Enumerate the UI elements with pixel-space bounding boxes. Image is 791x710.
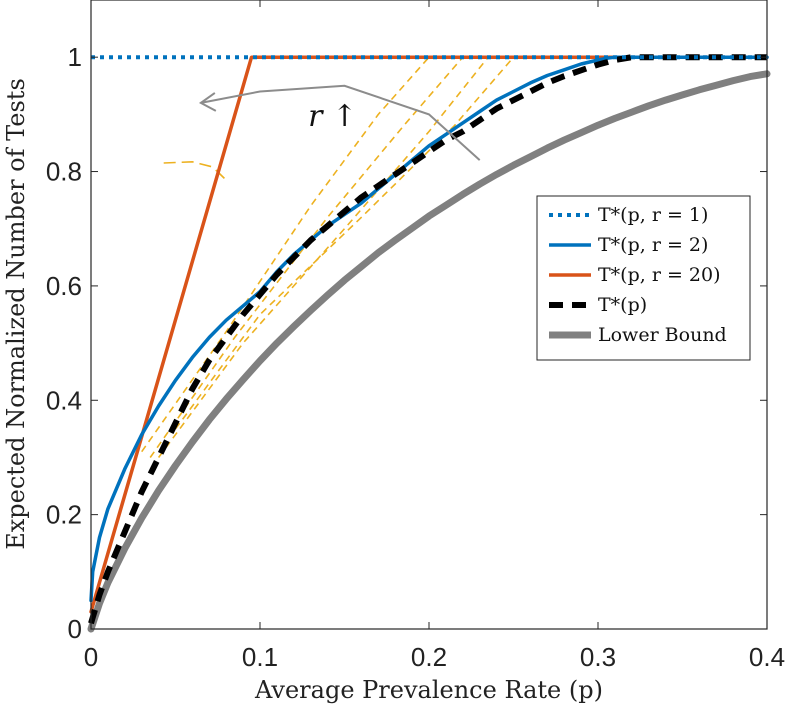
x-tick-label: 0.4: [749, 642, 785, 672]
legend: T*(p, r = 1) T*(p, r = 2) T*(p, r = 20) T*(…: [536, 195, 751, 361]
series-line-t-p: [88, 54, 767, 625]
y-tick-label: 0.2: [46, 500, 82, 530]
y-axis-title: Expected Normalized Number of Tests: [2, 78, 30, 550]
legend-label-t-p: T*(p): [598, 294, 647, 316]
legend-label-t-p-r-1: T*(p, r = 1): [598, 204, 708, 226]
r-increase-annotation: r ↑: [308, 99, 357, 134]
y-tick-label: 0.8: [46, 157, 82, 187]
x-tick-label: 0: [84, 642, 98, 672]
x-axis-title: Average Prevalence Rate (p): [254, 676, 603, 704]
auxiliary-curve-2: [149, 56, 464, 458]
auxiliary-curve-1: [141, 56, 430, 453]
series-lines: [87, 54, 771, 633]
r-increase-arrowhead: [198, 92, 217, 112]
x-tick-label: 0.2: [411, 642, 447, 672]
x-tick-label: 0.3: [580, 642, 616, 672]
series-line-t-p-r-2: [89, 55, 769, 603]
legend-label-t-p-r-20: T*(p, r = 20): [598, 264, 721, 286]
y-tick-label: 1: [68, 42, 82, 72]
series-line-lower-bound: [87, 70, 771, 633]
x-axis-ticks: 0 0.1 0.2 0.3 0.4: [84, 0, 785, 672]
legend-label-t-p-r-2: T*(p, r = 2): [598, 234, 708, 256]
legend-label-lower-bound: Lower Bound: [598, 324, 727, 346]
auxiliary-curve-4: [174, 56, 515, 430]
y-tick-label: 0.4: [46, 385, 82, 415]
y-tick-label: 0: [68, 614, 82, 644]
y-tick-label: 0.6: [46, 271, 82, 301]
x-tick-label: 0.1: [242, 642, 278, 672]
r-increase-arrow: [200, 84, 481, 161]
y-axis-ticks: 0 0.2 0.4 0.6 0.8 1: [46, 42, 767, 644]
